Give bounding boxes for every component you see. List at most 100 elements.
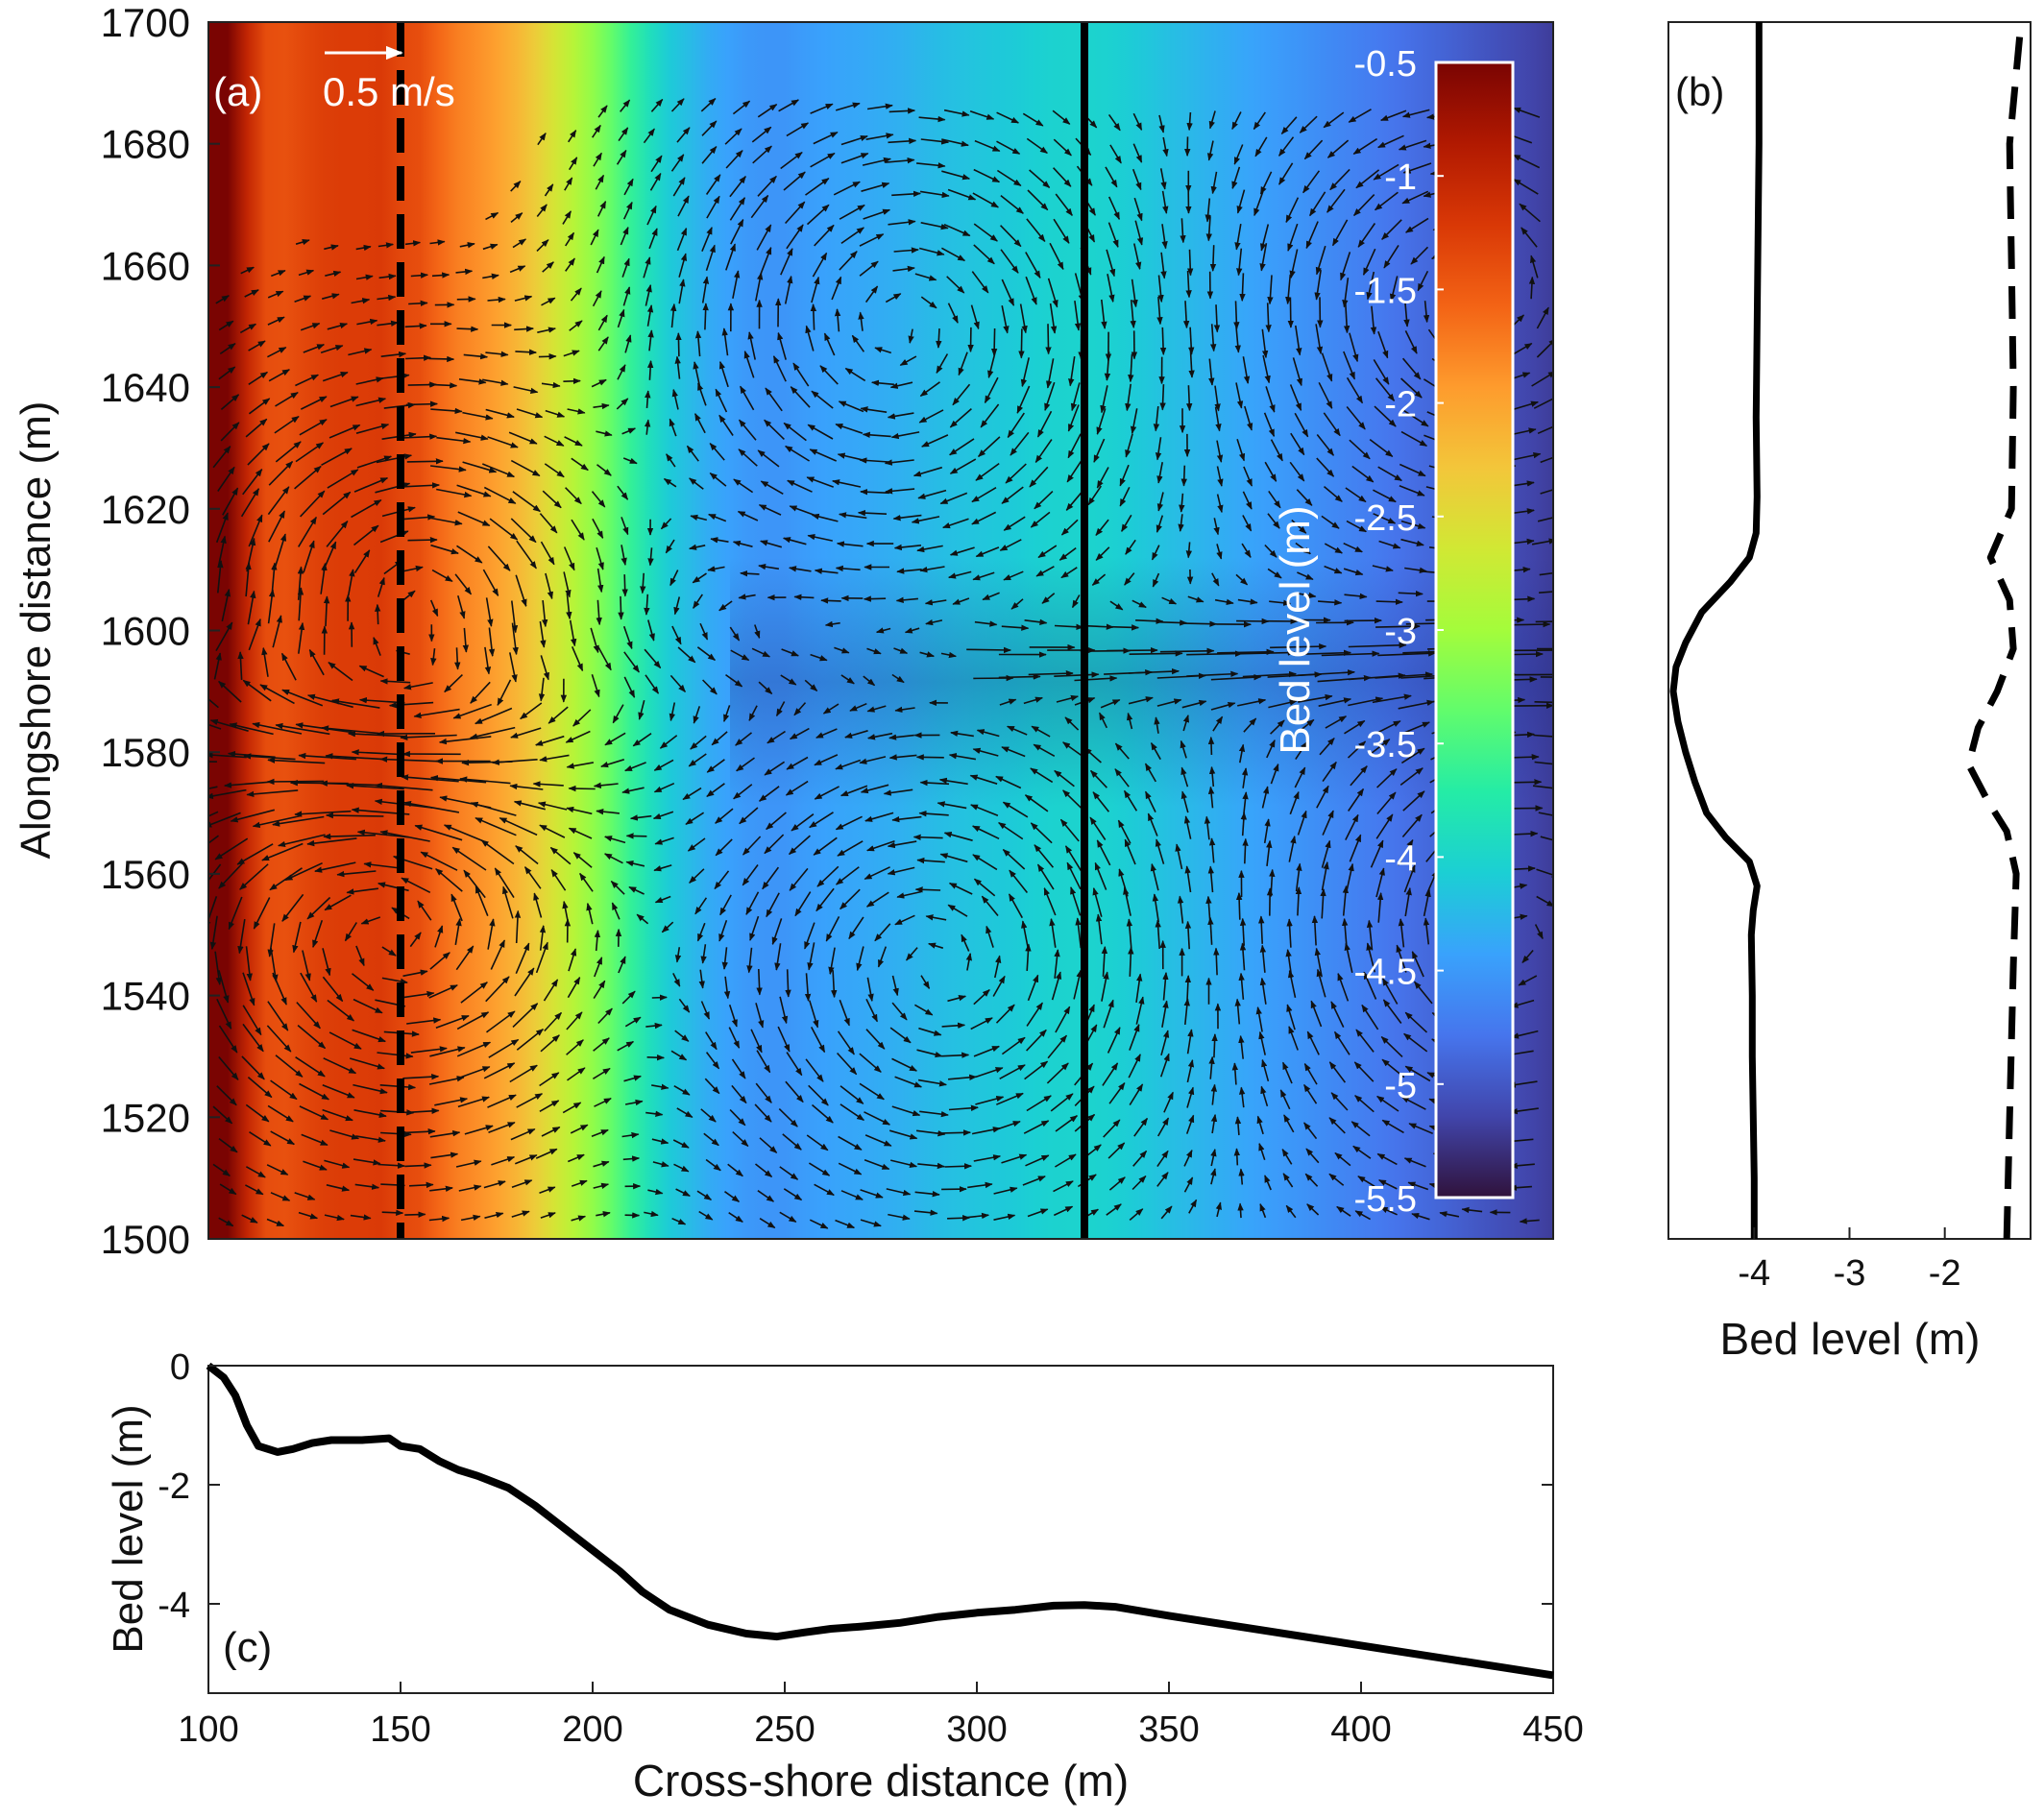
velocity-arrow <box>778 99 799 112</box>
velocity-arrow <box>516 540 537 570</box>
velocity-arrow <box>596 200 607 217</box>
velocity-arrow <box>1027 189 1049 211</box>
velocity-arrow <box>407 536 438 544</box>
velocity-arrow <box>835 424 864 434</box>
velocity-arrow <box>267 316 285 326</box>
velocity-arrow <box>1034 439 1053 464</box>
velocity-arrow <box>428 355 455 363</box>
velocity-arrow <box>709 442 725 461</box>
velocity-arrow <box>805 325 815 351</box>
velocity-arrow <box>324 244 339 251</box>
velocity-arrow <box>1156 297 1163 326</box>
velocity-arrow <box>671 388 679 410</box>
velocity-arrow <box>1530 255 1539 279</box>
velocity-arrow <box>1001 279 1015 306</box>
velocity-arrow <box>1366 271 1375 301</box>
velocity-arrow <box>1160 252 1167 279</box>
velocity-arrow <box>482 273 499 279</box>
velocity-arrow <box>733 478 754 494</box>
velocity-arrow <box>1377 134 1404 149</box>
velocity-arrow <box>1343 351 1356 380</box>
velocity-arrow <box>436 436 472 445</box>
velocity-arrow <box>539 513 558 534</box>
velocity-arrow <box>1231 111 1242 131</box>
velocity-arrow <box>738 419 757 441</box>
velocity-arrow <box>936 328 942 349</box>
velocity-arrow <box>1130 300 1136 328</box>
velocity-arrow <box>300 490 326 518</box>
velocity-arrow <box>300 323 321 331</box>
velocity-arrow <box>329 396 359 408</box>
velocity-arrow <box>489 518 519 541</box>
velocity-arrow <box>1263 412 1276 438</box>
velocity-arrow <box>1401 109 1430 118</box>
velocity-arrow <box>1303 139 1324 160</box>
quiver-key-label: 0.5 m/s <box>323 69 455 114</box>
velocity-arrow <box>351 499 382 519</box>
velocity-arrow <box>792 362 810 387</box>
velocity-arrow <box>456 484 492 497</box>
panel-b: -4 -3 -2 (b) Bed level (m) <box>1667 21 2032 1364</box>
velocity-arrow <box>752 145 772 164</box>
velocity-arrow <box>248 371 269 385</box>
velocity-arrow <box>1373 163 1399 181</box>
velocity-arrow <box>621 427 637 435</box>
velocity-arrow <box>1353 194 1375 216</box>
velocity-arrow <box>665 539 675 554</box>
velocity-arrow <box>1285 197 1300 224</box>
velocity-arrow <box>914 273 937 281</box>
velocity-arrow <box>1053 218 1070 244</box>
velocity-arrow <box>705 174 721 195</box>
velocity-arrow <box>215 512 229 544</box>
velocity-arrow <box>1159 384 1166 411</box>
velocity-arrow <box>1231 166 1241 189</box>
velocity-arrow <box>295 239 310 246</box>
velocity-arrow <box>943 223 971 237</box>
velocity-arrow <box>644 419 651 435</box>
panel-c-xtick-label: 450 <box>1522 1709 1583 1750</box>
velocity-arrow <box>1402 409 1429 427</box>
velocity-arrow <box>650 155 663 173</box>
velocity-arrow <box>597 336 609 351</box>
velocity-arrow <box>322 371 349 382</box>
velocity-arrow <box>455 431 489 441</box>
velocity-arrow <box>1296 489 1313 506</box>
velocity-arrow <box>1521 227 1538 248</box>
panel-c-ytick-label: -4 <box>158 1586 190 1626</box>
velocity-arrow <box>751 126 772 143</box>
velocity-arrow <box>570 287 582 302</box>
velocity-arrow <box>1100 385 1108 414</box>
colorbar-tick-label: -2.5 <box>1354 498 1417 539</box>
velocity-arrow <box>690 514 707 521</box>
velocity-arrow <box>1132 143 1143 163</box>
velocity-arrow <box>1373 358 1390 385</box>
velocity-arrow <box>596 464 612 476</box>
velocity-arrow <box>1357 223 1376 248</box>
velocity-arrow <box>972 192 999 208</box>
velocity-arrow <box>706 195 720 219</box>
velocity-arrow <box>1533 395 1553 409</box>
velocity-arrow <box>645 284 652 306</box>
velocity-arrow <box>936 353 949 374</box>
velocity-arrow <box>1026 137 1048 155</box>
velocity-arrow <box>888 219 916 226</box>
velocity-arrow <box>1034 491 1054 510</box>
velocity-arrow <box>765 387 783 412</box>
velocity-arrow <box>831 276 842 301</box>
panel-a: 1500 1520 1540 1560 1580 1600 1620 1640 1660 1680… <box>12 0 1554 1262</box>
velocity-arrow <box>891 190 921 198</box>
velocity-arrow <box>1233 301 1240 330</box>
velocity-arrow <box>1342 278 1350 308</box>
velocity-arrow <box>916 162 946 169</box>
velocity-arrow <box>1001 305 1010 334</box>
velocity-arrow <box>1423 301 1430 324</box>
velocity-arrow <box>694 330 702 357</box>
velocity-arrow <box>563 377 581 385</box>
velocity-arrow <box>298 269 315 277</box>
velocity-arrow <box>820 597 841 604</box>
velocity-arrow <box>1345 487 1367 503</box>
velocity-arrow <box>1234 223 1242 251</box>
velocity-arrow <box>1264 461 1278 482</box>
velocity-arrow <box>715 388 728 413</box>
velocity-arrow <box>1107 222 1119 248</box>
